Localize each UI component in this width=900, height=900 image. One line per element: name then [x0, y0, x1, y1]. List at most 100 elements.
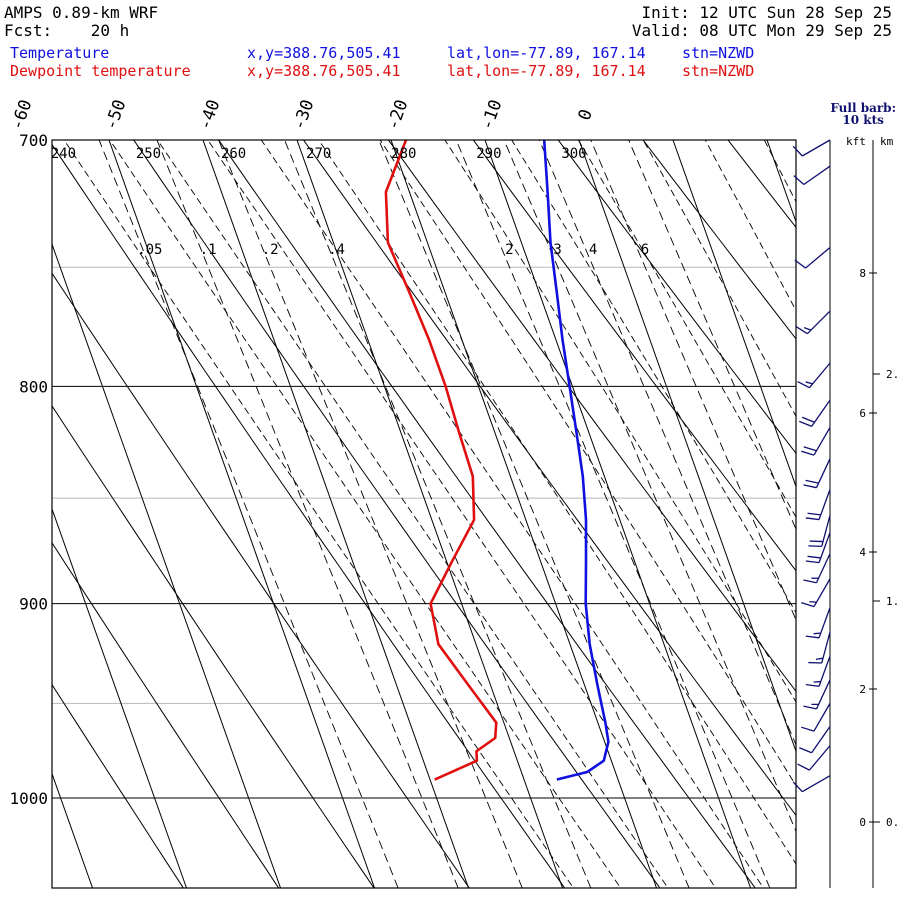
dry-adiabat: [218, 140, 756, 888]
barb-legend-line2: 10 kts: [842, 113, 884, 127]
pressure-tick-1000: 1000: [9, 789, 48, 808]
temp-tick--40: -40: [195, 97, 224, 133]
moist-adiabat: [642, 140, 796, 418]
dry-adiabat: [642, 140, 796, 340]
dry-adiabat: [52, 272, 470, 888]
kft-tick-0: 0: [859, 816, 866, 829]
theta-label-270: 270: [306, 146, 331, 162]
dry-adiabat: [302, 140, 796, 817]
wind-barb: [797, 745, 831, 771]
dry-adiabat: [557, 140, 796, 455]
forecast-hour: Fcst: 20 h: [4, 22, 129, 40]
isotherm: [296, 140, 564, 888]
valid-time: Valid: 08 UTC Mon 29 Sep 25: [631, 21, 892, 40]
theta-label-280: 280: [391, 146, 416, 162]
barb-legend-line1: Full barb:: [830, 101, 896, 115]
series-label-temperature: Temperature: [10, 44, 110, 62]
isotherm: [202, 140, 470, 888]
isotherm: [390, 140, 658, 888]
mixing-ratio-line: [378, 140, 690, 888]
isotherm: [766, 140, 796, 224]
mixing-ratio-label: .4: [328, 242, 345, 258]
kft-tick-2: 2: [859, 683, 866, 696]
mixing-ratio-line: [218, 140, 523, 888]
plot-frame: [51, 139, 797, 889]
mixing-ratio-label: 4: [589, 242, 597, 258]
series-label-dewpoint: Dewpoint temperature: [10, 62, 191, 80]
dry-adiabat: [52, 404, 375, 888]
mixing-ratio-label: 3: [553, 242, 561, 258]
wind-barb: [794, 246, 831, 269]
mixing-ratio-line: [628, 140, 796, 531]
wind-barb: [801, 578, 831, 608]
mixing-ratio-label: 6: [641, 242, 649, 258]
mixing-ratio-line: [503, 140, 796, 833]
moist-adiabat: [511, 140, 796, 614]
dry-adiabat: [683, 0, 900, 900]
dewpoint-profile: [384, 140, 498, 781]
kft-tick-6: 6: [859, 407, 866, 420]
wind-barb: [792, 775, 831, 793]
temp-tick-0: 0: [575, 107, 597, 123]
wind-barb: [801, 703, 831, 732]
temperature-profile: [542, 140, 610, 781]
forecast-label: Fcst:: [4, 21, 53, 40]
kft-label: kft: [846, 135, 866, 148]
series-station-temperature: stn=NZWD: [682, 44, 755, 62]
theta-label-300: 300: [561, 146, 586, 162]
wind-barb: [803, 553, 831, 584]
dry-adiabat: [387, 140, 796, 693]
forecast-value: 20 h: [90, 21, 130, 40]
series-xy-temperature: x,y=388.76,505.41: [247, 44, 401, 62]
isotherm: [52, 507, 188, 888]
series-station-dewpoint: stn=NZWD: [682, 62, 755, 80]
theta-label-250: 250: [136, 146, 161, 162]
moist-adiabat: [109, 140, 622, 888]
dry-adiabat: [727, 140, 796, 229]
isotherm: [52, 242, 282, 888]
wind-barb: [805, 655, 831, 687]
series-xy-dewpoint: x,y=388.76,505.41: [247, 62, 401, 80]
theta-label-260: 260: [221, 146, 246, 162]
wind-barb: [797, 362, 831, 389]
wind-barb: [792, 139, 831, 157]
mixing-ratio-label: .1: [200, 242, 217, 258]
temp-tick--20: -20: [383, 97, 412, 133]
wind-barb: [808, 631, 831, 664]
moist-adiabat: [318, 140, 796, 865]
dry-adiabat: [133, 140, 661, 888]
wind-barb: [805, 607, 831, 639]
wind-barb: [801, 427, 831, 456]
moist-adiabat: [577, 140, 796, 519]
isotherm: [52, 772, 94, 888]
temp-tick--60: -60: [7, 97, 36, 133]
isotherm: [484, 140, 752, 888]
barb-legend: Full barb: 10 kts: [830, 102, 896, 126]
wind-barb: [799, 399, 831, 427]
km-tick-0: 0.: [886, 816, 899, 829]
isotherm: [108, 140, 376, 888]
dry-adiabat: [52, 683, 184, 888]
wind-barb: [793, 165, 831, 186]
mixing-ratio-line: [284, 140, 592, 888]
mixing-ratio-label: 2: [505, 242, 513, 258]
moist-adiabat: [260, 140, 764, 888]
moist-adiabat: [207, 140, 717, 888]
init-time: Init: 12 UTC Sun 28 Sep 25: [641, 3, 892, 22]
wind-barb: [803, 679, 831, 710]
temp-tick--30: -30: [289, 97, 318, 133]
pressure-tick-800: 800: [19, 377, 48, 396]
temp-tick--10: -10: [477, 97, 506, 133]
isotherm: [672, 140, 796, 488]
moist-adiabat: [156, 140, 669, 888]
kft-tick-8: 8: [859, 267, 866, 280]
wind-barb: [795, 310, 831, 335]
wind-barb: [808, 515, 831, 548]
temp-tick--50: -50: [101, 97, 130, 133]
series-latlon-dewpoint: lat,lon=-77.89, 167.14: [447, 62, 646, 80]
theta-label-240: 240: [51, 146, 76, 162]
km-tick-2: 2.: [886, 368, 899, 381]
wind-barb: [799, 726, 831, 754]
kft-tick-4: 4: [859, 546, 866, 559]
